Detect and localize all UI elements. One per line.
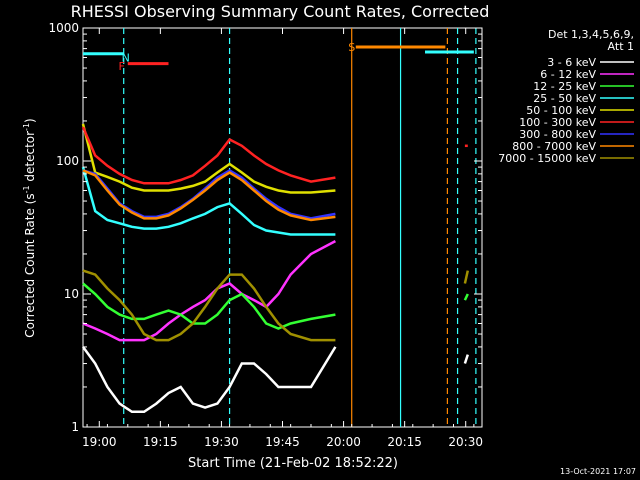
- y-tick-label-3: 1000: [48, 21, 79, 35]
- x-tick-label-6: 20:30: [448, 435, 483, 449]
- x-axis-label: Start Time (21-Feb-02 18:52:22): [188, 456, 398, 471]
- series-line-1: [82, 239, 336, 342]
- legend-label-8: 7000 - 15000 keV: [498, 152, 596, 165]
- legend-label-1: 6 - 12 keV: [540, 68, 596, 81]
- legend-label-7: 800 - 7000 keV: [512, 140, 596, 153]
- legend-label-2: 12 - 25 keV: [533, 80, 596, 93]
- x-tick-label-0: 19:00: [82, 435, 117, 449]
- x-tick-label-5: 20:15: [387, 435, 422, 449]
- footer-timestamp: 13-Oct-2021 17:07: [560, 467, 636, 476]
- x-tick-label-4: 20:00: [326, 435, 361, 449]
- legend-label-0: 3 - 6 keV: [547, 56, 596, 69]
- legend-header-line-1: Det 1,3,4,5,6,9,: [548, 28, 634, 41]
- series-line-4: [81, 123, 336, 194]
- legend-label-6: 300 - 800 keV: [519, 128, 596, 141]
- series-line-7: [82, 169, 336, 222]
- x-tick-label-3: 19:45: [265, 435, 300, 449]
- x-axis: 19:00 19:15 19:30 19:45 20:00 20:15 20:30: [82, 28, 483, 449]
- late-segment-3: [463, 354, 469, 364]
- x-tick-label-1: 19:15: [143, 435, 178, 449]
- legend-label-3: 25 - 50 keV: [533, 92, 596, 105]
- legend-label-5: 100 - 300 keV: [519, 116, 596, 129]
- series-line-3: [81, 166, 336, 236]
- series-line-0: [81, 346, 337, 414]
- series-group: [81, 123, 470, 414]
- annotation-2: S: [348, 41, 355, 54]
- series-line-5: [81, 126, 336, 185]
- series-line-2: [82, 282, 336, 330]
- y-axis: 1 10 100 1000: [48, 21, 482, 434]
- y-axis-label: Corrected Count Rate (s-1 detector-1): [22, 118, 37, 337]
- series-line-8: [82, 269, 336, 342]
- x-tick-label-2: 19:30: [204, 435, 239, 449]
- annotation-0: N: [122, 52, 130, 65]
- annotation-group: NF S: [83, 41, 474, 73]
- legend-label-4: 50 - 100 keV: [526, 104, 596, 117]
- y-tick-label-2: 100: [56, 154, 79, 168]
- annotation-1: F: [119, 60, 125, 73]
- y-tick-label-0: 1: [71, 420, 79, 434]
- late-segment-0: [463, 270, 470, 284]
- chart-title: RHESSI Observing Summary Count Rates, Co…: [71, 2, 490, 21]
- legend-header-line-2: Att 1: [608, 40, 634, 53]
- late-segment-1: [463, 293, 469, 301]
- marker-lines: [123, 28, 477, 427]
- y-tick-label-1: 10: [64, 287, 79, 301]
